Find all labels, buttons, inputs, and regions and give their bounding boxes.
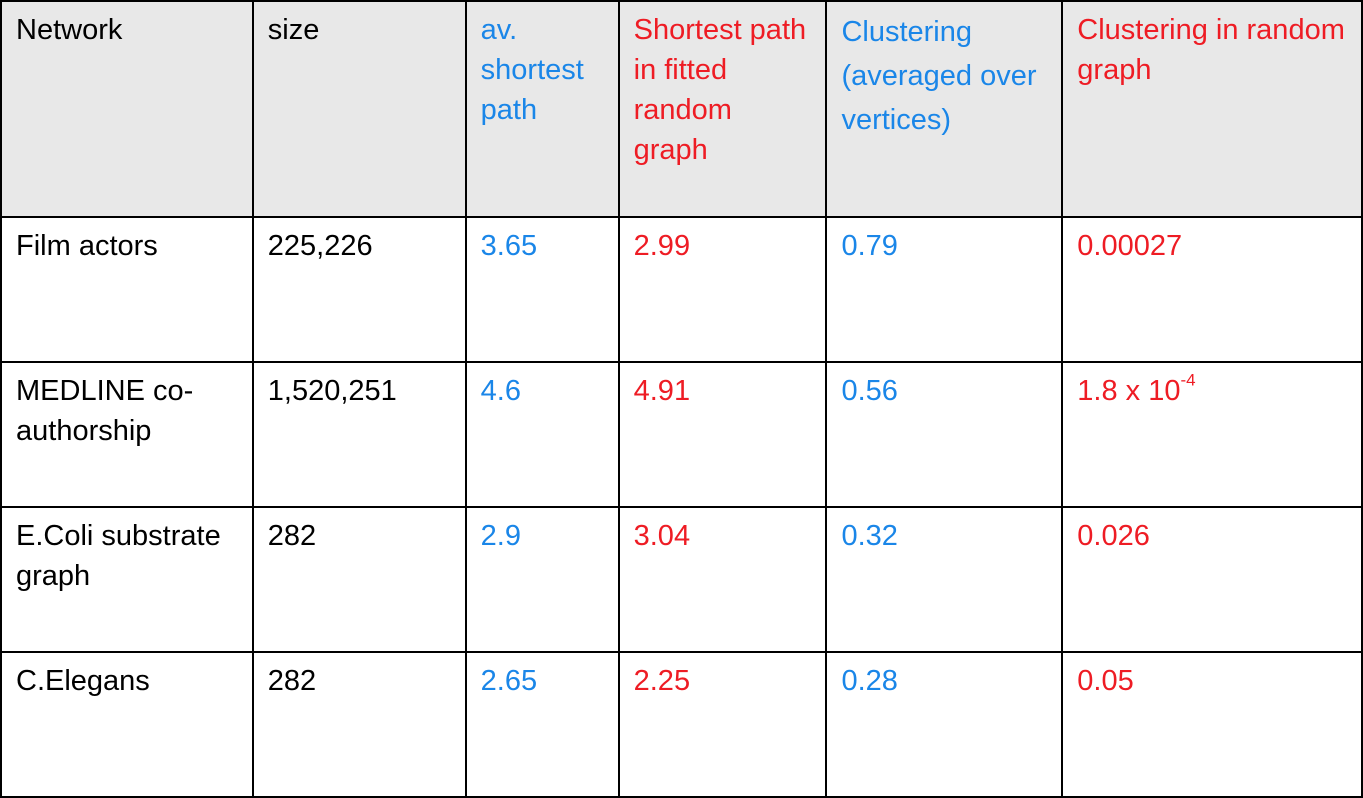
cell-clustering: 0.32 — [825, 506, 1064, 653]
cell-avg-shortest-path: 3.65 — [464, 216, 620, 363]
cell-size: 1,520,251 — [251, 361, 467, 508]
table-row: Film actors 225,226 3.65 2.99 0.79 0.000… — [0, 216, 1363, 363]
cell-size: 282 — [251, 506, 467, 653]
cell-random-shortest-path: 4.91 — [617, 361, 828, 508]
cell-random-clustering: 1.8 x 10-4 — [1061, 361, 1363, 508]
cell-random-clustering: 0.05 — [1061, 651, 1363, 798]
cell-avg-shortest-path: 4.6 — [464, 361, 620, 508]
cell-random-shortest-path: 3.04 — [617, 506, 828, 653]
random-clustering-base: 1.8 x 10 — [1077, 375, 1181, 407]
cell-avg-shortest-path: 2.9 — [464, 506, 620, 653]
cell-avg-shortest-path: 2.65 — [464, 651, 620, 798]
header-random-clustering: Clustering in random graph — [1061, 0, 1363, 218]
cell-random-clustering: 0.00027 — [1061, 216, 1363, 363]
table-row: C.Elegans 282 2.65 2.25 0.28 0.05 — [0, 651, 1363, 798]
cell-network: E.Coli substrate graph — [0, 506, 254, 653]
cell-size: 282 — [251, 651, 467, 798]
cell-random-clustering: 0.026 — [1061, 506, 1363, 653]
header-clustering: Clustering (averaged over vertices) — [825, 0, 1064, 218]
cell-network: C.Elegans — [0, 651, 254, 798]
cell-clustering: 0.79 — [825, 216, 1064, 363]
table-row: MEDLINE co-authorship 1,520,251 4.6 4.91… — [0, 361, 1363, 508]
cell-size: 225,226 — [251, 216, 467, 363]
cell-network: Film actors — [0, 216, 254, 363]
header-size: size — [251, 0, 467, 218]
table-row: E.Coli substrate graph 282 2.9 3.04 0.32… — [0, 506, 1363, 653]
cell-random-shortest-path: 2.99 — [617, 216, 828, 363]
random-clustering-exponent: -4 — [1180, 370, 1196, 390]
cell-clustering: 0.28 — [825, 651, 1064, 798]
cell-clustering: 0.56 — [825, 361, 1064, 508]
cell-random-shortest-path: 2.25 — [617, 651, 828, 798]
header-random-shortest-path: Shortest path in fitted random graph — [617, 0, 828, 218]
header-network: Network — [0, 0, 254, 218]
table-header-row: Network size av. shortest path Shortest … — [0, 0, 1363, 218]
cell-network: MEDLINE co-authorship — [0, 361, 254, 508]
header-avg-shortest-path: av. shortest path — [464, 0, 620, 218]
